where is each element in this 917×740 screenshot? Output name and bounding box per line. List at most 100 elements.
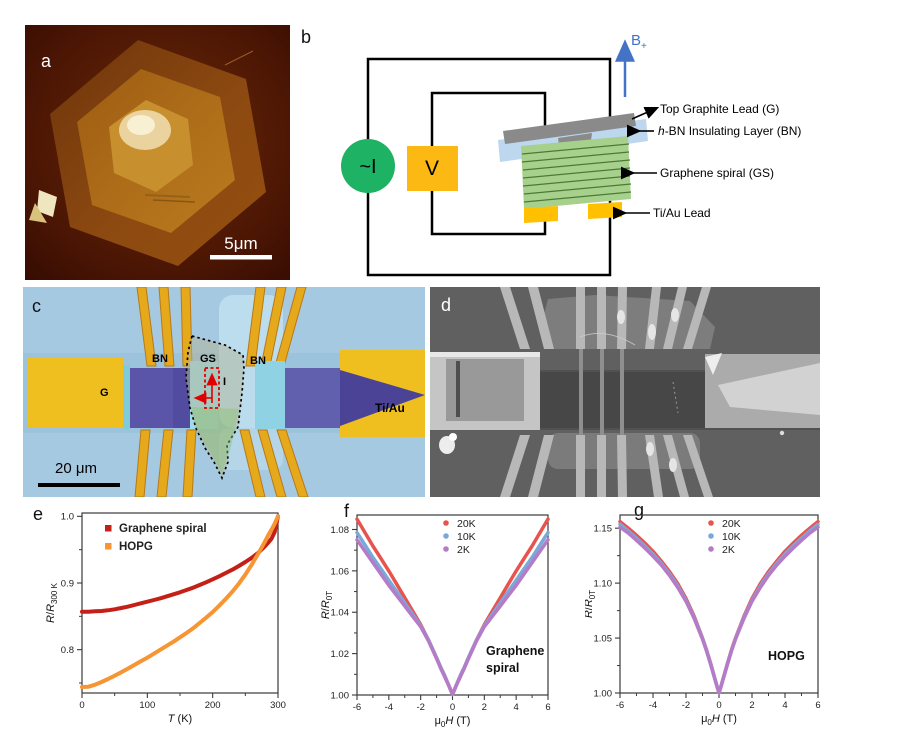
legend-label: 20K [722,518,741,530]
panel-c-label: c [32,296,41,316]
sem-right-pad [705,353,820,428]
callout-graphene-spiral: Graphene spiral (GS) [660,166,774,180]
x-tick-label: 0 [79,700,84,711]
label-bn-right: BN [250,355,266,367]
chart-annotation: HOPG [768,649,805,663]
x-tick-label: -2 [416,702,424,713]
legend-label: 10K [722,531,741,543]
label-g: G [100,387,109,399]
legend-label: HOPG [119,541,153,553]
scale-bar-c: 20 μm [38,460,120,487]
series-group [618,519,820,695]
scale-bar-c-text: 20 μm [55,460,97,477]
annotation-line: HOPG [768,649,805,663]
series-20K [618,519,820,695]
x-tick-label: 200 [205,700,221,711]
panel-b-circuit-schematic: b ~I V [301,27,801,277]
afm-hexagonal-spiral [50,40,266,266]
legend-label: 2K [722,544,735,556]
y-tick-label: 1.0 [61,512,74,523]
legend: Graphene spiral HOPG [105,523,207,553]
x-tick-label: -4 [385,702,393,713]
series-10K [618,522,820,695]
annotation-line: Graphene [486,644,544,658]
x-tick-label: -6 [616,700,624,711]
tiau-pad-left [524,206,558,223]
stack-callouts: Top Graphite Lead (G) h-BN Insulating La… [613,102,801,220]
series-group [355,517,550,697]
scale-bar-a-text: 5μm [224,234,257,253]
series-group [80,514,280,689]
device-stack [498,113,648,223]
current-path-annotation [193,367,220,409]
legend-label: 2K [457,544,470,556]
scale-bar-a-line [210,255,272,260]
y-tick-label: 1.05 [594,633,613,644]
axes: 0 100 200 300 0.8 0.9 1.0 T (K) R/R300 K [45,512,286,725]
legend-marker [443,546,449,552]
axes: -6 -4 -2 0 2 4 6 1.00 1.05 1.10 1.15 μ0H (T) R/R0T [585,514,821,727]
current-source: ~I [341,139,395,193]
label-gs: GS [200,353,216,365]
magnetic-field: B+ [615,32,647,97]
top-graphite-lead [503,113,636,144]
x-tick-label: -4 [649,700,657,711]
y-tick-label: 1.02 [331,649,350,660]
legend-label: Graphene spiral [119,523,207,535]
x-axis-label: μ0H (T) [701,713,737,727]
x-tick-label: 0 [450,702,455,713]
axes: -6 -4 -2 0 2 4 6 1.00 1.02 1.04 1.06 1.08 μ0H (T) R/R… [320,514,551,729]
graphene-hatch-lines [521,143,632,203]
left-gold-pad [28,358,123,428]
legend-label: 10K [457,531,476,543]
y-tick-label: 1.08 [331,525,350,536]
legend-marker [443,533,449,539]
x-tick-label: 2 [749,700,754,711]
y-tick-label: 1.00 [594,688,613,699]
sem-bright-spots [617,308,679,472]
legend-marker [443,520,449,526]
x-tick-label: 4 [514,702,519,713]
y-tick-label: 0.9 [61,578,74,589]
panel-f-label: f [344,501,350,521]
chart-f: f -6 -4 -2 0 2 4 6 1.00 1.02 1.04 1.06 1.08 μ0H (T) R… [320,501,551,729]
tiau-pad-right [588,202,622,219]
sem-scratch-line [579,332,636,346]
legend-marker [708,520,714,526]
optical-thin-electrodes [134,287,309,497]
x-tick-label: 6 [545,702,550,713]
panel-e-label: e [33,504,43,524]
x-tick-label: -6 [353,702,361,713]
series-2K [618,525,820,695]
legend-marker [708,533,714,539]
callout-tiau: Ti/Au Lead [653,206,711,220]
sem-debris [439,430,785,454]
y-tick-label: 1.00 [331,690,350,701]
series-2K [355,538,550,697]
x-axis-label: T (K) [168,713,192,725]
y-tick-label: 1.04 [331,608,350,619]
legend-marker [708,546,714,552]
panel-a-afm-image: a 5μm [25,25,290,280]
panel-c-optical-image: BN GS BN G I Ti/Au c 20 μm [23,287,425,497]
scale-bar-c-line [38,483,120,487]
voltmeter: V [407,146,458,191]
scale-bar-a: 5μm [210,234,272,260]
x-tick-label: 0 [716,700,721,711]
label-tiau: Ti/Au [375,401,405,415]
legend-label: 20K [457,518,476,530]
current-source-label: ~I [359,156,376,178]
label-i: I [223,376,226,388]
optical-labels: BN GS BN G I Ti/Au [100,353,405,415]
chart-e: e 0 100 200 300 0.8 0.9 1.0 T (K) R/R300 K Graphe… [33,504,286,725]
chart-g: g -6 -4 -2 0 2 4 6 1.00 1.05 1.10 1.15 μ0H (T) R/R0T… [585,500,821,727]
y-tick-label: 1.15 [594,524,613,535]
x-tick-label: -2 [682,700,690,711]
label-bn-left: BN [152,353,168,365]
afm-debris-fleck [29,190,57,223]
y-axis-label: R/R0T [320,591,334,619]
x-tick-label: 4 [782,700,787,711]
